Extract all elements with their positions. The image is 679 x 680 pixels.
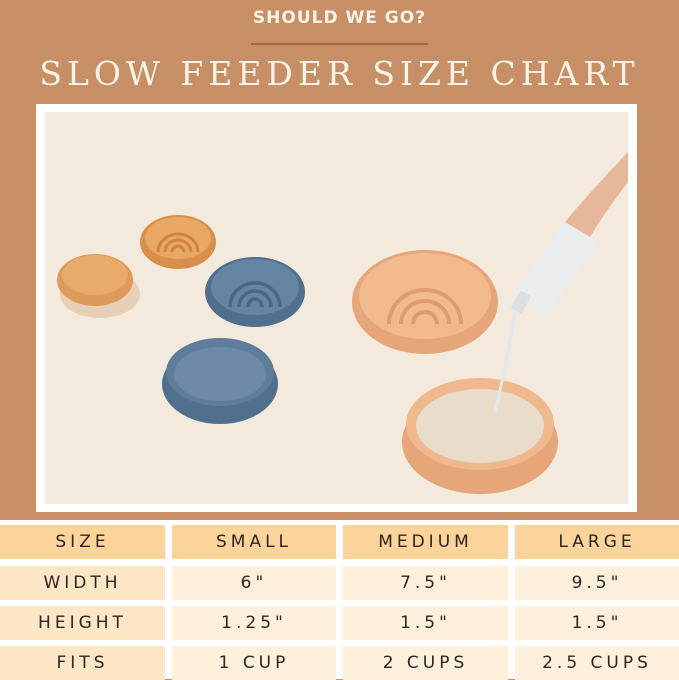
photo-frame (36, 104, 637, 512)
table-cell: 2.5 CUPS (515, 646, 679, 680)
table-cell: 2 CUPS (343, 646, 508, 680)
table-header-row: SIZE SMALL MEDIUM LARGE (0, 525, 679, 559)
peach-large-feeder-icon (352, 250, 498, 354)
table-row: WIDTH 6" 7.5" 9.5" (0, 566, 679, 600)
slow-feeder-bowls-photo (45, 112, 628, 504)
blue-medium-feeder-icon (205, 257, 305, 327)
eyebrow-text: SHOULD WE GO? (252, 8, 427, 28)
header-cell: SIZE (0, 525, 165, 559)
orange-small-feeder-icon (140, 215, 216, 269)
table-cell: 9.5" (515, 566, 679, 600)
table-row: FITS 1 CUP 2 CUPS 2.5 CUPS (0, 646, 679, 680)
divider (251, 43, 428, 45)
header-cell: LARGE (515, 525, 679, 559)
size-chart-table: SIZE SMALL MEDIUM LARGE WIDTH 6" 7.5" 9.… (0, 520, 679, 680)
row-label: WIDTH (0, 566, 165, 600)
table-cell: 1.5" (343, 606, 508, 640)
table-cell: 1.25" (172, 606, 336, 640)
peach-large-bowl-icon (402, 378, 558, 494)
table-row: HEIGHT 1.25" 1.5" 1.5" (0, 606, 679, 640)
row-label: HEIGHT (0, 606, 165, 640)
table-cell: 1 CUP (172, 646, 336, 680)
table-cell: 7.5" (343, 566, 508, 600)
blue-medium-bowl-icon (162, 338, 278, 424)
page-title: SLOW FEEDER SIZE CHART (39, 54, 640, 93)
table-cell: 1.5" (515, 606, 679, 640)
header-cell: SMALL (172, 525, 336, 559)
orange-small-bowl-icon (57, 254, 140, 318)
row-label: FITS (0, 646, 165, 680)
table-cell: 6" (172, 566, 336, 600)
water-bottle-icon (493, 152, 628, 413)
header-cell: MEDIUM (343, 525, 508, 559)
